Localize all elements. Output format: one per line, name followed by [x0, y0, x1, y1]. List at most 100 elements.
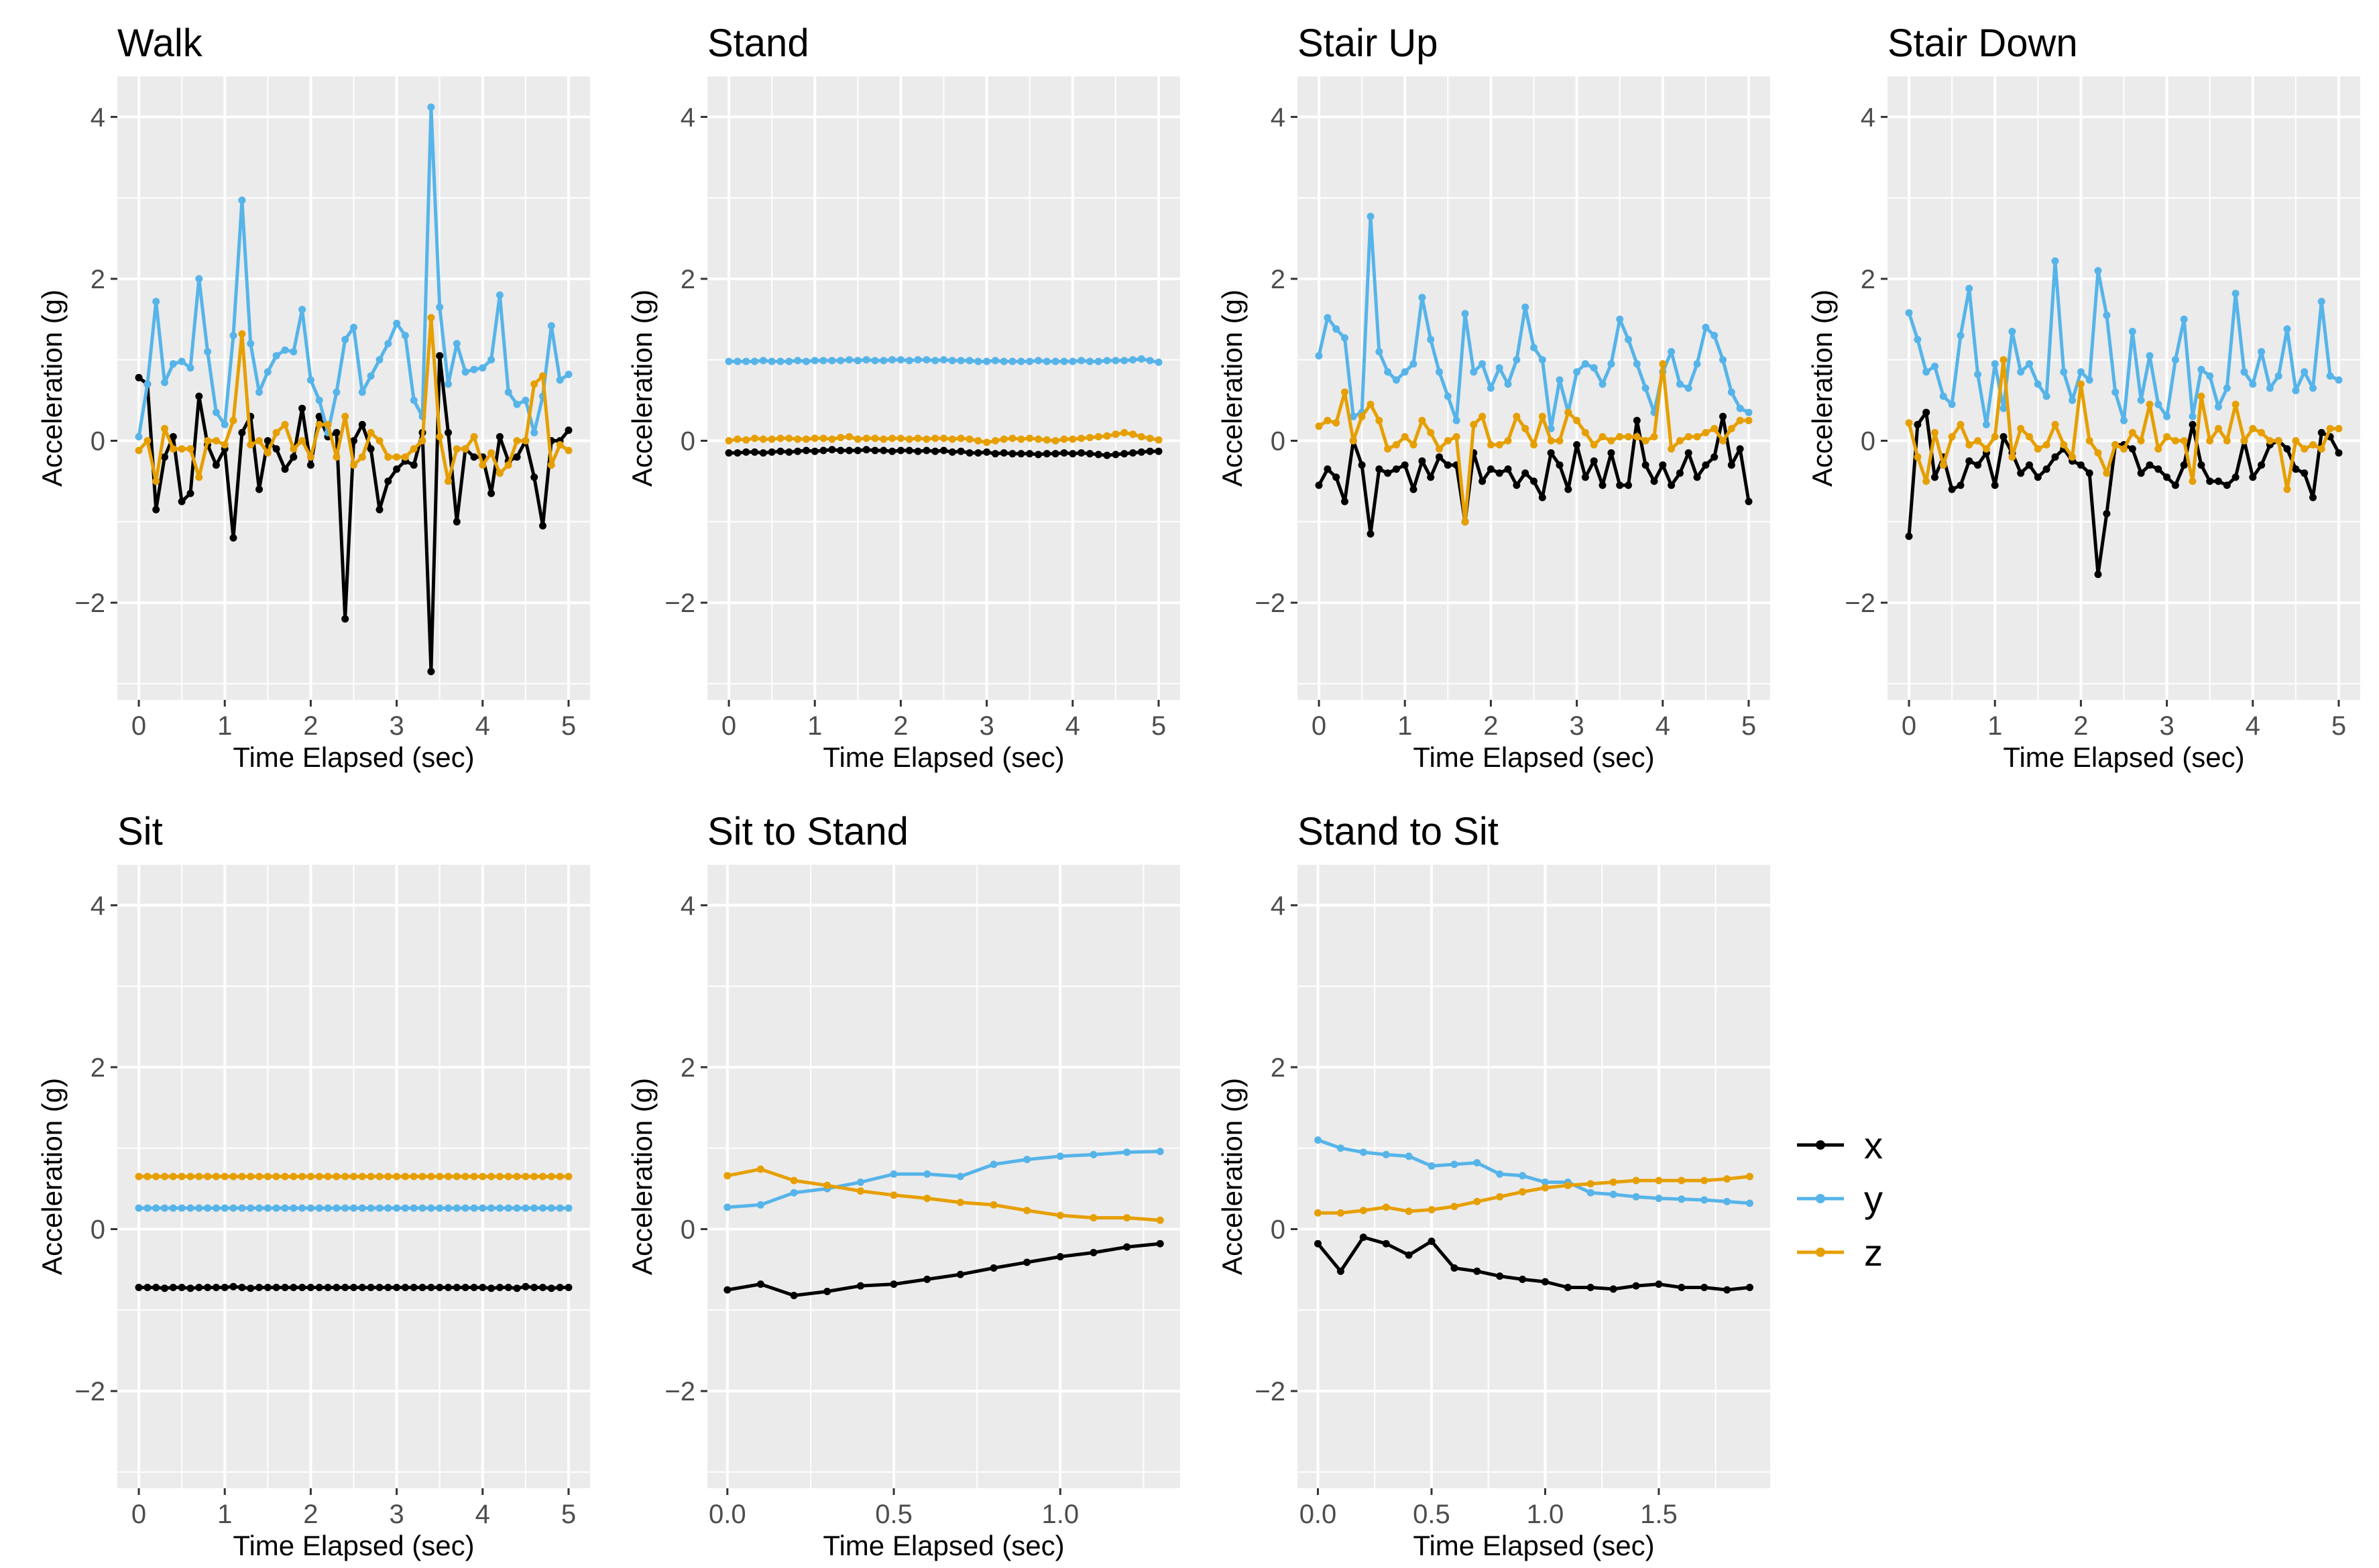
data-point-z — [556, 1172, 564, 1181]
data-point-y — [255, 388, 263, 396]
data-point-x — [1359, 1233, 1367, 1242]
data-point-z — [135, 1172, 143, 1181]
data-point-y — [2240, 368, 2248, 376]
data-point-z — [1556, 437, 1564, 444]
data-point-y — [306, 376, 314, 384]
data-point-z — [1982, 445, 1990, 453]
data-point-y — [272, 352, 280, 360]
data-point-z — [2309, 441, 2317, 448]
data-point-x — [375, 505, 384, 514]
data-point-z — [1710, 424, 1719, 432]
data-point-z — [1504, 437, 1512, 444]
data-point-x — [2249, 473, 2257, 481]
data-point-y — [1625, 336, 1632, 343]
data-point-z — [1401, 433, 1409, 440]
y-tick-label: 2 — [1271, 265, 1285, 294]
data-point-x — [1519, 1275, 1527, 1283]
data-point-z — [1632, 1177, 1640, 1185]
data-point-x — [1382, 1240, 1390, 1248]
data-point-x — [2215, 477, 2222, 485]
data-point-z — [1382, 1203, 1390, 1211]
y-axis-label: Acceleration (g) — [626, 1078, 658, 1275]
x-tick-label: 5 — [561, 711, 576, 741]
data-point-x — [384, 1284, 392, 1291]
data-point-x — [1069, 450, 1077, 458]
data-point-y — [2060, 368, 2068, 376]
data-point-x — [152, 1284, 160, 1291]
data-point-x — [470, 453, 478, 461]
data-point-z — [1470, 420, 1478, 428]
x-tick-label: 2 — [2073, 711, 2088, 741]
data-point-x — [238, 428, 246, 436]
data-point-y — [785, 357, 793, 365]
data-point-y — [212, 1204, 220, 1212]
data-point-x — [1112, 450, 1120, 459]
data-point-y — [152, 1204, 160, 1212]
data-point-x — [186, 489, 194, 497]
data-point-y — [375, 356, 384, 364]
data-point-x — [1586, 1284, 1594, 1291]
data-point-y — [2154, 400, 2162, 408]
data-point-x — [2317, 428, 2325, 436]
data-point-x — [384, 477, 392, 485]
data-point-x — [1676, 469, 1684, 477]
data-point-z — [1564, 408, 1572, 416]
data-point-x — [923, 1275, 931, 1283]
data-point-z — [983, 438, 991, 446]
data-point-y — [393, 1204, 401, 1212]
data-point-z — [539, 1172, 546, 1181]
data-point-y — [862, 356, 870, 364]
y-tick-label: 2 — [91, 1053, 105, 1083]
data-point-y — [513, 400, 521, 408]
data-point-y — [453, 340, 461, 348]
data-point-x — [161, 1284, 168, 1292]
data-point-z — [221, 1172, 229, 1181]
data-point-z — [923, 435, 931, 443]
data-point-x — [1632, 1282, 1640, 1290]
x-tick-label: 3 — [979, 711, 994, 741]
data-point-z — [186, 1172, 194, 1181]
data-point-y — [264, 1204, 272, 1212]
data-point-y — [350, 323, 357, 331]
data-point-z — [1405, 1207, 1413, 1215]
data-point-z — [2258, 428, 2266, 436]
data-point-y — [837, 357, 845, 365]
data-point-x — [1137, 448, 1145, 456]
data-point-x — [1146, 447, 1154, 455]
data-point-z — [350, 461, 357, 469]
data-point-z — [1496, 1193, 1504, 1201]
data-point-z — [384, 1172, 392, 1181]
data-point-z — [1676, 437, 1684, 444]
data-point-y — [2274, 372, 2282, 380]
data-point-y — [487, 356, 496, 364]
data-point-y — [186, 364, 194, 372]
data-point-z — [401, 453, 409, 461]
data-point-x — [1000, 449, 1008, 457]
data-point-y — [195, 1204, 203, 1212]
data-point-z — [1590, 441, 1598, 448]
y-tick-label: 2 — [681, 1053, 695, 1083]
data-point-z — [229, 1172, 237, 1181]
data-point-z — [2163, 433, 2171, 440]
data-point-z — [169, 445, 177, 453]
y-tick-label: −2 — [664, 589, 695, 618]
data-point-y — [143, 380, 152, 388]
data-point-z — [1547, 437, 1555, 444]
data-point-z — [2103, 469, 2111, 477]
data-point-y — [367, 1204, 375, 1212]
data-point-x — [1922, 408, 1930, 416]
data-point-x — [367, 1284, 375, 1291]
data-point-x — [1655, 1280, 1663, 1288]
data-point-z — [837, 434, 845, 442]
data-point-y — [2111, 388, 2120, 396]
data-point-x — [410, 1284, 418, 1291]
data-point-z — [1678, 1177, 1686, 1185]
data-point-y — [410, 1204, 418, 1212]
data-point-y — [2137, 396, 2145, 404]
data-point-y — [956, 1172, 964, 1181]
data-point-z — [504, 461, 512, 469]
data-point-y — [1051, 357, 1059, 365]
data-point-z — [238, 330, 246, 338]
data-point-x — [358, 1284, 366, 1291]
